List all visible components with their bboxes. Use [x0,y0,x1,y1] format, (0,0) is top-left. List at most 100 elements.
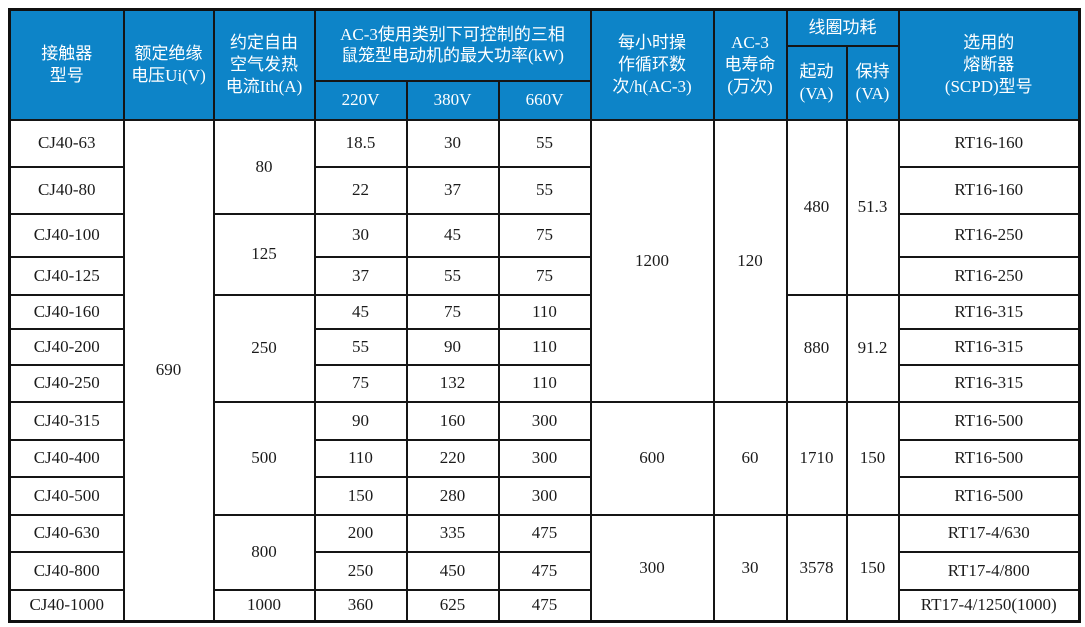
cell-power-660: 110 [497,293,592,330]
cell-power-220: 250 [313,550,408,591]
header-coil-start: 起动 (VA) [785,44,848,121]
cell-cycles-group: 600 [589,400,715,516]
cell-life-group: 30 [712,513,788,623]
cell-ith-group: 250 [212,293,316,403]
cell-fuse: RT16-160 [897,118,1081,168]
header-coil-consumption: 线圈功耗 [785,8,900,47]
table-row: CJ40-63 690 80 18.5 30 55 1200 120 480 5… [8,118,1081,623]
header-ac3-power: AC-3使用类别下可控制的三相 鼠笼型电动机的最大功率(kW) [313,8,592,82]
cell-coil-hold-group: 51.3 [845,118,900,296]
cell-ith-group: 80 [212,118,316,215]
table-row: CJ40-100 125 30 45 75 RT16-250 [8,212,1081,296]
cell-power-220: 37 [313,255,408,296]
table-row: CJ40-400 110 220 300 RT16-500 [8,438,1081,478]
cell-model: CJ40-630 [8,513,125,553]
cell-power-380: 90 [405,327,500,366]
cell-insulation-voltage: 690 [122,118,215,623]
cell-cycles-group: 1200 [589,118,715,403]
cell-power-660: 75 [497,255,592,296]
table-row: CJ40-315 500 90 160 300 600 60 1710 150 … [8,400,1081,516]
cell-model: CJ40-63 [8,118,125,168]
cell-model: CJ40-250 [8,363,125,403]
header-voltage-380: 380V [405,79,500,121]
cell-power-220: 200 [313,513,408,553]
cell-power-380: 280 [405,475,500,516]
header-voltage-660: 660V [497,79,592,121]
cell-fuse: RT16-500 [897,475,1081,516]
cell-fuse: RT16-160 [897,165,1081,215]
header-coil-hold: 保持 (VA) [845,44,900,121]
table-row: CJ40-250 75 132 110 RT16-315 [8,363,1081,403]
cell-power-660: 55 [497,118,592,168]
cell-power-660: 300 [497,475,592,516]
table-row: CJ40-500 150 280 300 RT16-500 [8,475,1081,516]
cell-power-220: 75 [313,363,408,403]
cell-life-group: 60 [712,400,788,516]
cell-model: CJ40-800 [8,550,125,591]
cell-model: CJ40-125 [8,255,125,296]
cell-power-380: 132 [405,363,500,403]
table-row: CJ40-160 250 45 75 110 880 91.2 RT16-315 [8,293,1081,403]
cell-power-660: 300 [497,438,592,478]
header-row-2: 起动 (VA) 保持 (VA) [10,44,1080,121]
table-row: CJ40-800 250 450 475 RT17-4/800 [8,550,1081,591]
header-electrical-life: AC-3 电寿命 (万次) [712,8,788,121]
cell-model: CJ40-315 [8,400,125,441]
cell-fuse: RT17-4/1250(1000) [897,588,1081,623]
cell-ith-group: 1000 [212,588,316,623]
cell-power-380: 335 [405,513,500,553]
cell-coil-hold-group: 150 [845,513,900,623]
table-row: CJ40-200 55 90 110 RT16-315 [8,327,1081,366]
cell-power-220: 110 [313,438,408,478]
cell-power-380: 55 [405,255,500,296]
table-row: CJ40-630 800 200 335 475 300 30 3578 150… [8,513,1081,623]
cell-power-220: 150 [313,475,408,516]
cell-coil-start-group: 3578 [785,513,848,623]
table-row: CJ40-80 22 37 55 RT16-160 [8,165,1081,215]
table-header: 接触器 型号 额定绝缘 电压Ui(V) 约定自由 空气发热 电流Ith(A) A… [8,8,1081,121]
header-fuse: 选用的 熔断器 (SCPD)型号 [897,8,1081,121]
cell-model: CJ40-100 [8,212,125,258]
cell-power-660: 475 [497,550,592,591]
cell-coil-start-group: 880 [785,293,848,403]
cell-model: CJ40-400 [8,438,125,478]
cell-fuse: RT17-4/630 [897,513,1081,553]
table-body: CJ40-63 690 80 18.5 30 55 1200 120 480 5… [8,118,1081,623]
cell-power-380: 37 [405,165,500,215]
cell-fuse: RT16-315 [897,327,1081,366]
cell-power-380: 75 [405,293,500,330]
cell-fuse: RT16-500 [897,438,1081,478]
cell-fuse: RT16-500 [897,400,1081,441]
header-model: 接触器 型号 [8,8,125,121]
header-insulation-voltage: 额定绝缘 电压Ui(V) [122,8,215,121]
cell-fuse: RT16-250 [897,212,1081,258]
table-row: CJ40-125 37 55 75 RT16-250 [8,255,1081,296]
cell-power-380: 220 [405,438,500,478]
cell-model: CJ40-200 [8,327,125,366]
cell-power-220: 18.5 [313,118,408,168]
cell-coil-hold-group: 91.2 [845,293,900,403]
cell-power-220: 360 [313,588,408,623]
cell-power-660: 475 [497,588,592,623]
cell-model: CJ40-1000 [8,588,125,623]
cell-power-660: 75 [497,212,592,258]
cell-power-660: 110 [497,363,592,403]
cell-power-220: 30 [313,212,408,258]
cell-model: CJ40-160 [8,293,125,330]
contactor-spec-table: 接触器 型号 额定绝缘 电压Ui(V) 约定自由 空气发热 电流Ith(A) A… [8,8,1081,623]
cell-power-380: 30 [405,118,500,168]
cell-power-220: 45 [313,293,408,330]
cell-power-220: 22 [313,165,408,215]
cell-coil-start-group: 480 [785,118,848,296]
cell-fuse: RT16-250 [897,255,1081,296]
cell-power-660: 55 [497,165,592,215]
cell-power-220: 55 [313,327,408,366]
header-voltage-220: 220V [313,79,408,121]
cell-power-660: 300 [497,400,592,441]
cell-power-380: 45 [405,212,500,258]
cell-power-380: 160 [405,400,500,441]
cell-coil-start-group: 1710 [785,400,848,516]
cell-fuse: RT17-4/800 [897,550,1081,591]
cell-power-380: 450 [405,550,500,591]
